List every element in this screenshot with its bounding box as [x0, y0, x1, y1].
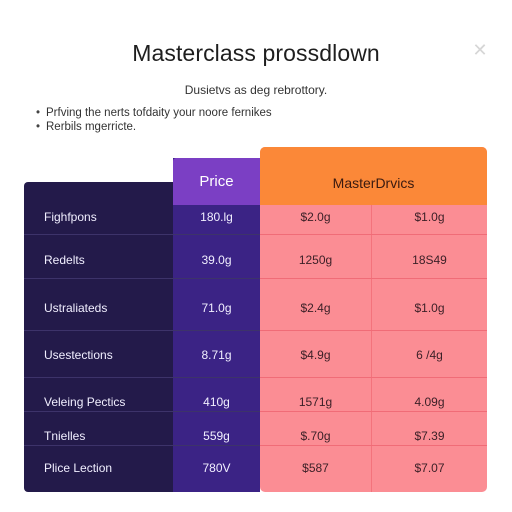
- row-divider-dark: [24, 411, 260, 412]
- masterdrvics-cell: $2.0g: [300, 210, 331, 224]
- row-divider-dark: [24, 234, 260, 235]
- bullet-item: Prfving the nerts tofdaity your noore fe…: [36, 106, 272, 120]
- price-cell: 39.0g: [201, 253, 232, 267]
- row-divider: [24, 278, 487, 279]
- price-column-header: Price: [173, 158, 260, 205]
- row-divider-dark: [24, 445, 260, 446]
- row-divider: [24, 330, 487, 331]
- masterdrvics-cell: 18S49: [412, 253, 447, 267]
- price-cell: 8.71g: [201, 348, 232, 362]
- row-divider-light: [260, 377, 487, 378]
- row-label: Plice Lection: [44, 461, 113, 475]
- row-divider-dark: [24, 377, 260, 378]
- row-divider: [24, 411, 487, 412]
- dialog-subtitle: Dusietvs as deg rebrottory.: [184, 83, 328, 97]
- price-cell: 71.0g: [201, 301, 232, 315]
- row-label: Veleing Pectics: [44, 395, 126, 409]
- row-divider-light: [260, 234, 487, 235]
- table-row: Plice Lection 780V $587 $7.07: [24, 453, 487, 483]
- row-divider-dark: [24, 330, 260, 331]
- row-divider-light: [260, 411, 487, 412]
- masterdrvics-cell: 6 /4g: [416, 348, 443, 362]
- row-labels-column: [24, 182, 174, 492]
- feature-bullets: Prfving the nerts tofdaity your noore fe…: [36, 106, 272, 134]
- masterdrvics-cell: $1.0g: [414, 210, 445, 224]
- table-row: Tnielles 559g $.70g $7.39: [24, 421, 487, 451]
- masterdrvics-cell: $4.9g: [300, 348, 331, 362]
- row-divider: [24, 234, 487, 235]
- row-label: Redelts: [44, 253, 85, 267]
- table-row: Redelts 39.0g 1250g 18S49: [24, 245, 487, 275]
- masterdrvics-cell: 4.09g: [414, 395, 445, 409]
- row-label: Fighfpons: [44, 210, 97, 224]
- masterdrvics-cell: 1250g: [298, 253, 333, 267]
- row-divider: [24, 445, 487, 446]
- table-row: Usestections 8.71g $4.9g 6 /4g: [24, 340, 487, 370]
- masterdrvics-cell: $2.4g: [300, 301, 331, 315]
- row-divider: [24, 377, 487, 378]
- price-cell: 559g: [203, 429, 230, 443]
- table-row: Ustraliateds 71.0g $2.4g $1.0g: [24, 293, 487, 323]
- table-row: Fighfpons 180.lg $2.0g $1.0g: [24, 202, 487, 232]
- row-label: Ustraliateds: [44, 301, 108, 315]
- row-label: Usestections: [44, 348, 113, 362]
- row-divider-light: [260, 330, 487, 331]
- price-cell: 410g: [203, 395, 230, 409]
- price-cell: 180.lg: [200, 210, 233, 224]
- row-label: Tnielles: [44, 429, 86, 443]
- row-divider-light: [260, 445, 487, 446]
- column-divider: [371, 205, 372, 492]
- close-icon[interactable]: ✕: [472, 40, 488, 60]
- price-column: [173, 158, 260, 492]
- dialog-title: Masterclass prossdlown: [132, 40, 380, 66]
- price-cell: 780V: [202, 461, 231, 475]
- bullet-item: Rerbils mgerricte.: [36, 120, 272, 134]
- masterdrvics-cell: $7.39: [414, 429, 445, 443]
- masterdrvics-cell: 1571g: [298, 395, 333, 409]
- row-divider-dark: [24, 278, 260, 279]
- row-divider-light: [260, 278, 487, 279]
- masterdrvics-cell: $1.0g: [414, 301, 445, 315]
- masterdrvics-cell: $7.07: [414, 461, 445, 475]
- table-row: Veleing Pectics 410g 1571g 4.09g: [24, 387, 487, 417]
- masterdrvics-column-header: MasterDrvics: [260, 147, 487, 205]
- masterdrvics-cell: $.70g: [300, 429, 331, 443]
- masterdrvics-cell: $587: [302, 461, 329, 475]
